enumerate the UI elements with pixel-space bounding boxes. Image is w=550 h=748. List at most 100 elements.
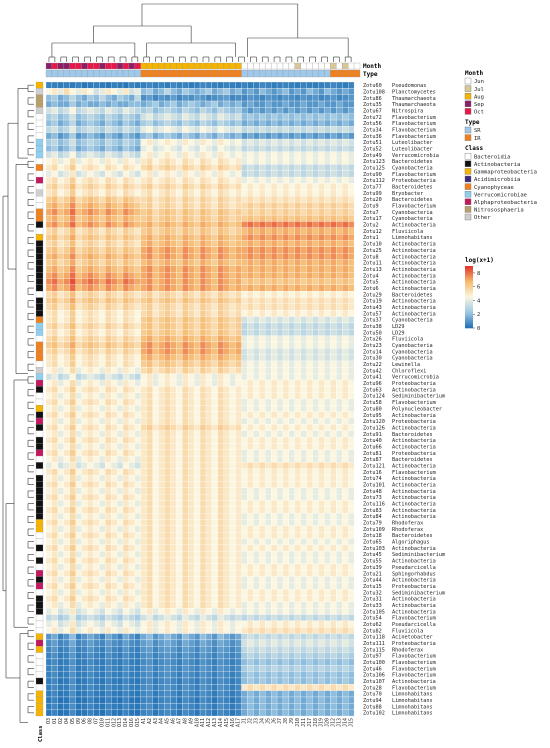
heatmap-cell: [194, 418, 200, 424]
heatmap-cell: [176, 202, 182, 208]
heatmap-cell: [218, 462, 224, 468]
heatmap-cell: [170, 209, 176, 215]
heatmap-cell: [46, 443, 52, 449]
month-annotation-cell: [70, 63, 76, 69]
heatmap-cell: [265, 583, 271, 589]
heatmap-cell: [64, 177, 70, 183]
heatmap-cell: [153, 437, 159, 443]
heatmap-cell: [52, 196, 58, 202]
heatmap-cell: [82, 342, 88, 348]
heatmap-cell: [324, 500, 330, 506]
heatmap-cell: [129, 431, 135, 437]
heatmap-cell: [76, 513, 82, 519]
heatmap-cell: [99, 367, 105, 373]
heatmap-cell: [46, 190, 52, 196]
heatmap-cell: [117, 196, 123, 202]
heatmap-cell: [99, 564, 105, 570]
heatmap-cell: [117, 272, 123, 278]
heatmap-cell: [82, 298, 88, 304]
heatmap-cell: [58, 462, 64, 468]
heatmap-cell: [64, 583, 70, 589]
heatmap-cell: [70, 158, 76, 164]
heatmap-cell: [58, 88, 64, 94]
heatmap-cell: [259, 329, 265, 335]
heatmap-cell: [46, 589, 52, 595]
type-annotation-cell: [99, 70, 105, 77]
class-annotation-cell: [36, 589, 43, 595]
heatmap-cell: [259, 469, 265, 475]
heatmap-cell: [295, 190, 301, 196]
heatmap-cell: [236, 538, 242, 544]
heatmap-cell: [206, 558, 212, 564]
heatmap-cell: [182, 310, 188, 316]
heatmap-cell: [141, 532, 147, 538]
heatmap-cell: [271, 158, 277, 164]
heatmap-cell: [164, 323, 170, 329]
heatmap-cell: [82, 234, 88, 240]
heatmap-cell: [52, 285, 58, 291]
heatmap-cell: [135, 469, 141, 475]
heatmap-cell: [295, 164, 301, 170]
heatmap-cell: [76, 437, 82, 443]
heatmap-cell: [93, 95, 99, 101]
heatmap-cell: [176, 291, 182, 297]
heatmap-cell: [289, 266, 295, 272]
heatmap-cell: [212, 285, 218, 291]
heatmap-cell: [147, 437, 153, 443]
heatmap-cell: [230, 412, 236, 418]
heatmap-cell: [247, 393, 253, 399]
heatmap-cell: [247, 285, 253, 291]
heatmap-cell: [206, 253, 212, 259]
heatmap-cell: [147, 361, 153, 367]
heatmap-cell: [52, 443, 58, 449]
heatmap-cell: [301, 342, 307, 348]
heatmap-cell: [111, 88, 117, 94]
heatmap-cell: [194, 114, 200, 120]
heatmap-cell: [342, 507, 348, 513]
heatmap-cell: [224, 570, 230, 576]
heatmap-cell: [99, 545, 105, 551]
heatmap-cell: [147, 589, 153, 595]
heatmap-cell: [76, 317, 82, 323]
heatmap-cell: [170, 545, 176, 551]
heatmap-cell: [176, 475, 182, 481]
month-annotation-cell: [330, 63, 336, 69]
heatmap-cell: [147, 215, 153, 221]
heatmap-cell: [76, 285, 82, 291]
heatmap-cell: [348, 488, 354, 494]
heatmap-cell: [313, 412, 319, 418]
heatmap-cell: [99, 342, 105, 348]
heatmap-cell: [206, 374, 212, 380]
heatmap-cell: [153, 570, 159, 576]
heatmap-cell: [64, 558, 70, 564]
heatmap-cell: [182, 139, 188, 145]
heatmap-cell: [153, 519, 159, 525]
heatmap-cell: [224, 202, 230, 208]
heatmap-cell: [129, 393, 135, 399]
heatmap-cell: [164, 621, 170, 627]
heatmap-cell: [247, 596, 253, 602]
heatmap-cell: [236, 215, 242, 221]
heatmap-cell: [277, 323, 283, 329]
heatmap-cell: [87, 380, 93, 386]
heatmap-cell: [336, 475, 342, 481]
heatmap-cell: [236, 196, 242, 202]
heatmap-cell: [236, 361, 242, 367]
heatmap-cell: [283, 114, 289, 120]
heatmap-cell: [99, 228, 105, 234]
heatmap-cell: [253, 298, 259, 304]
heatmap-cell: [46, 304, 52, 310]
heatmap-cell: [313, 570, 319, 576]
heatmap-cell: [289, 437, 295, 443]
heatmap-cell: [348, 450, 354, 456]
heatmap-cell: [129, 399, 135, 405]
heatmap-cell: [224, 190, 230, 196]
heatmap-cell: [135, 456, 141, 462]
heatmap-cell: [342, 241, 348, 247]
heatmap-cell: [188, 583, 194, 589]
heatmap-cell: [64, 551, 70, 557]
heatmap-cell: [283, 145, 289, 151]
heatmap-cell: [170, 589, 176, 595]
heatmap-cell: [206, 88, 212, 94]
heatmap-cell: [58, 500, 64, 506]
